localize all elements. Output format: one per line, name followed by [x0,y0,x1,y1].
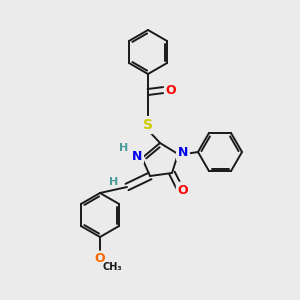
Text: O: O [95,253,105,266]
Text: O: O [166,83,176,97]
Text: H: H [119,143,129,153]
Text: S: S [143,118,153,132]
Text: CH₃: CH₃ [102,262,122,272]
Text: N: N [132,149,142,163]
Text: O: O [178,184,188,196]
Text: N: N [178,146,188,160]
Text: H: H [110,177,118,187]
